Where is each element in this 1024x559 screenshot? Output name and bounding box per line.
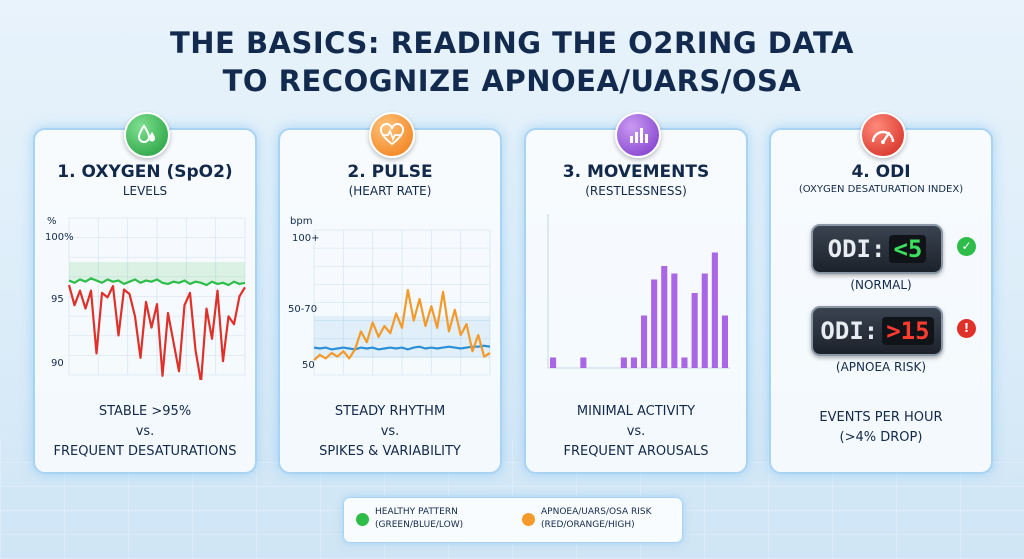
legend-healthy-line-1: HEALTHY PATTERN [375, 507, 458, 517]
odi-risk-display: ODI: >15 [811, 306, 943, 356]
movement-bar [641, 315, 648, 368]
pulse-caption-line-1: STEADY RHYTHM [334, 404, 446, 419]
spo2-chart: % 100% 95 90 [45, 216, 246, 380]
legend-item-healthy: HEALTHY PATTERN (GREEN/BLUE/LOW) [356, 506, 463, 532]
pulse-caption-line-3: SPIKES & VARIABILITY [319, 444, 461, 459]
odi-normal-desc: (NORMAL) [850, 278, 912, 292]
pulse-tick-50-70: 50-70 [288, 304, 317, 315]
spo2-tick-90: 90 [51, 358, 64, 369]
pulse-spikes-line [313, 288, 491, 362]
heart-pulse-icon [369, 112, 415, 158]
odi-risk-label: ODI: [820, 317, 879, 345]
movements-caption: MINIMAL ACTIVITY vs. FREQUENT AROUSALS [526, 402, 746, 462]
oxygen-caption-line-1: STABLE >95% [98, 404, 192, 419]
movement-bar [711, 252, 718, 368]
oxygen-card-title: 1. OXYGEN (SpO2) [57, 162, 233, 182]
legend: HEALTHY PATTERN (GREEN/BLUE/LOW) APNOEA/… [343, 497, 683, 543]
oxygen-caption: STABLE >95% vs. FREQUENT DESATURATIONS [35, 402, 255, 462]
oxygen-caption-line-2: vs. [135, 424, 155, 439]
page-title-line-1: THE BASICS: READING THE O2RING DATA [169, 26, 855, 60]
movements-card-subtitle: (RESTLESSNESS) [585, 184, 687, 198]
movements-chart [547, 214, 730, 369]
movement-bar [550, 357, 557, 368]
odi-risk-desc: (APNOEA RISK) [835, 360, 927, 374]
movement-bar [630, 357, 637, 368]
pulse-tick-50: 50 [302, 360, 315, 371]
spo2-tick-95: 95 [51, 294, 64, 305]
odi-card-title: 4. ODI [851, 162, 911, 182]
legend-risk-line-1: APNOEA/UARS/OSA RISK [541, 507, 652, 517]
pulse-caption: STEADY RHYTHM vs. SPIKES & VARIABILITY [280, 402, 500, 462]
movement-bar [691, 293, 698, 368]
spo2-axis-unit: % [47, 216, 57, 227]
pulse-card-subtitle: (HEART RATE) [348, 184, 432, 198]
bar-chart-icon [615, 112, 661, 158]
legend-healthy-line-2: (GREEN/BLUE/LOW) [375, 520, 464, 530]
odi-normal-value: <5 [889, 235, 927, 263]
odi-caption-line-1: EVENTS PER HOUR [819, 410, 943, 425]
odi-card: 4. ODI (OXYGEN DESATURATION INDEX) ODI: … [769, 112, 993, 474]
movements-caption-line-1: MINIMAL ACTIVITY [576, 404, 696, 419]
movement-bar [671, 273, 678, 368]
movements-card: 3. MOVEMENTS (RESTLESSNESS) MINIMAL ACTI… [524, 112, 748, 474]
movement-bar [620, 357, 627, 368]
movements-caption-line-2: vs. [626, 424, 646, 439]
orange-dot-icon [522, 512, 535, 526]
movement-bar [721, 315, 728, 368]
spo2-desaturation-line [67, 284, 246, 380]
page-title-line-2: TO RECOGNIZE APNOEA/UARS/OSA [222, 64, 802, 98]
exclamation-icon: ! [957, 319, 976, 338]
gauge-icon [860, 112, 906, 158]
spo2-healthy-line [68, 277, 246, 287]
pulse-chart: bpm 100+ 50-70 50 [288, 216, 491, 376]
spo2-healthy-fill [69, 262, 245, 285]
green-dot-icon [356, 512, 369, 526]
oxygen-card: 1. OXYGEN (SpO2) LEVELS % 100% 95 90 STABLE… [33, 112, 257, 474]
movement-bar [681, 357, 688, 368]
spo2-tick-100: 100% [45, 232, 74, 243]
oxygen-card-subtitle: LEVELS [122, 184, 168, 198]
check-icon: ✓ [957, 237, 976, 256]
legend-item-risk: APNOEA/UARS/OSA RISK (RED/ORANGE/HIGH) [522, 506, 652, 532]
pulse-card: 2. PULSE (HEART RATE) bpm 100+ 50-70 50 STE… [278, 112, 502, 474]
movements-caption-line-3: FREQUENT AROUSALS [563, 444, 709, 459]
movement-bar [661, 266, 668, 368]
pulse-tick-100: 100+ [292, 233, 319, 244]
movement-bar [701, 273, 708, 368]
pulse-axis-unit: bpm [290, 216, 312, 227]
odi-caption-line-2: (>4% DROP) [839, 430, 923, 445]
page-title: THE BASICS: READING THE O2RING DATA TO R… [0, 24, 1024, 100]
movement-bar [651, 279, 658, 368]
droplets-icon [124, 112, 170, 158]
legend-risk-line-2: (RED/ORANGE/HIGH) [541, 520, 635, 530]
movement-bar [580, 357, 587, 368]
odi-caption: EVENTS PER HOUR (>4% DROP) [771, 408, 991, 448]
oxygen-caption-line-3: FREQUENT DESATURATIONS [53, 444, 237, 459]
movements-card-title: 3. MOVEMENTS [562, 162, 710, 182]
odi-normal-display: ODI: <5 [811, 224, 943, 274]
pulse-caption-line-2: vs. [380, 424, 400, 439]
pulse-steady-line [313, 344, 491, 351]
pulse-card-title: 2. PULSE [347, 162, 433, 182]
odi-card-subtitle: (OXYGEN DESATURATION INDEX) [798, 184, 964, 195]
odi-normal-label: ODI: [827, 235, 886, 263]
odi-risk-value: >15 [882, 317, 934, 345]
